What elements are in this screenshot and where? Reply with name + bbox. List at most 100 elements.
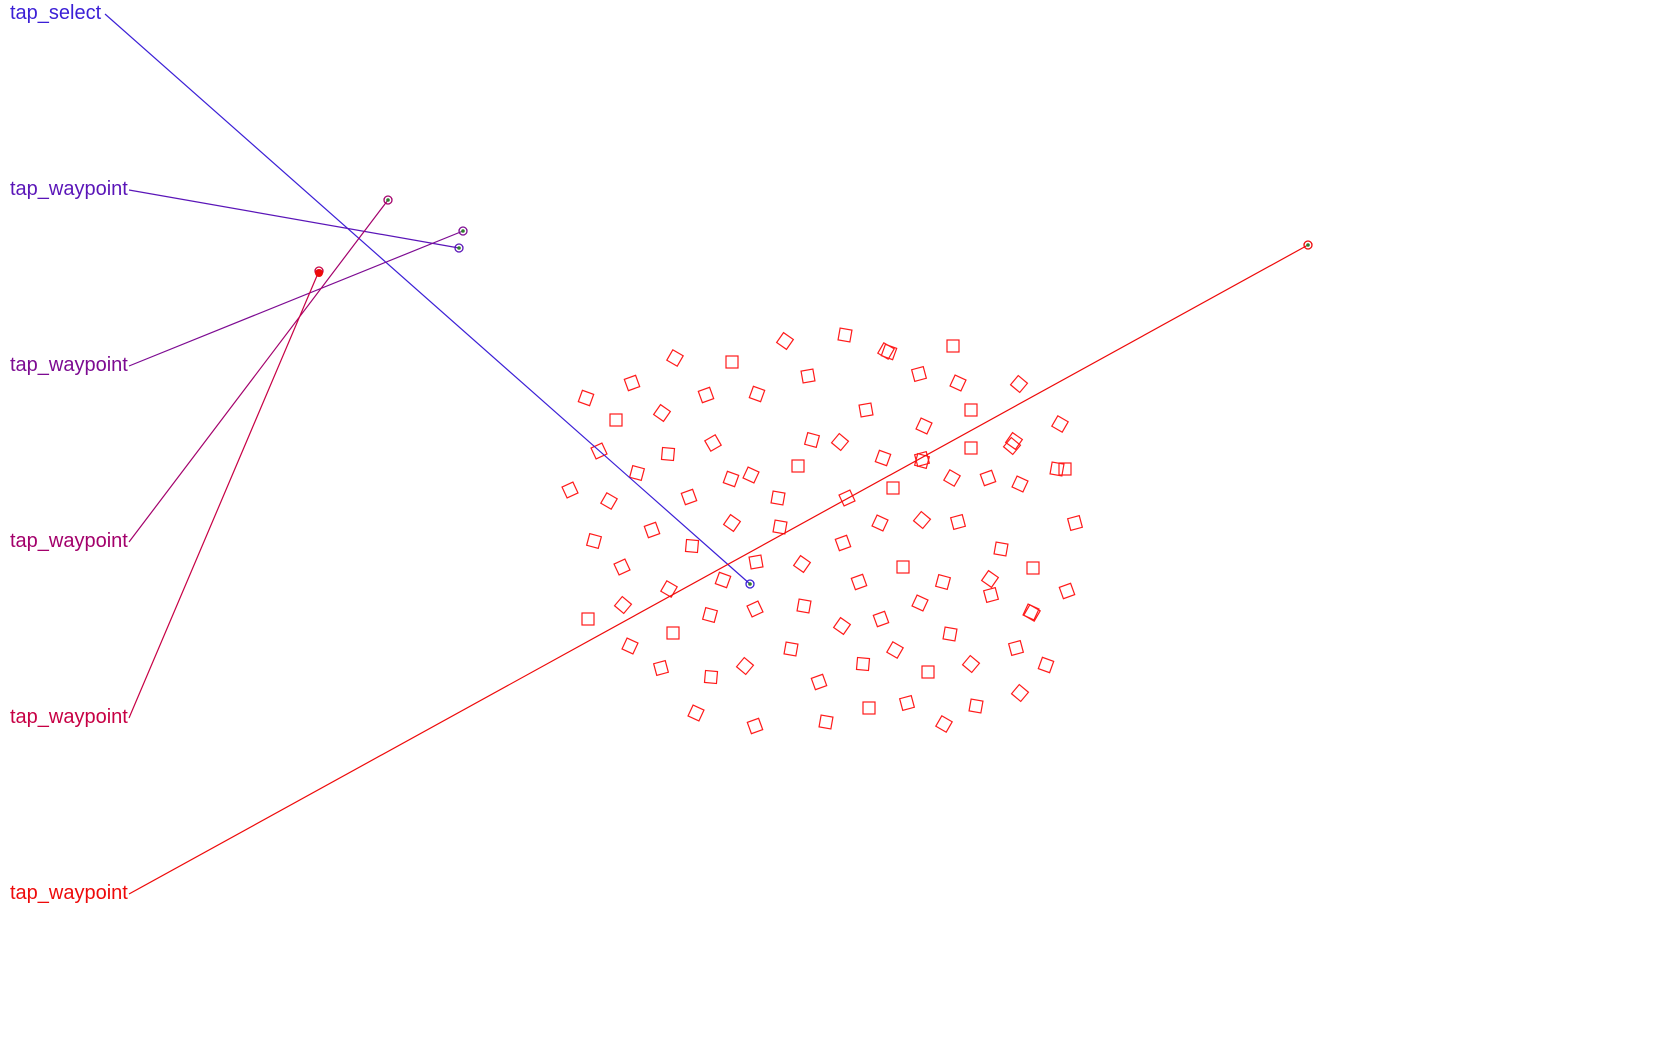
target-square <box>621 637 639 655</box>
trajectory-line <box>128 244 1309 895</box>
target-square <box>659 579 679 599</box>
target-square <box>748 554 764 570</box>
target-square <box>703 669 719 685</box>
tap-point-dot <box>461 229 465 233</box>
target-square <box>1010 683 1030 703</box>
target-square <box>1011 475 1029 493</box>
target-grid <box>561 327 1084 735</box>
action-label-tap-waypoint-1: tap_waypoint <box>10 178 128 200</box>
target-square <box>913 452 931 470</box>
target-square <box>896 560 910 574</box>
target-square <box>803 431 821 449</box>
target-square <box>697 386 715 404</box>
tap-point-dot <box>386 198 390 202</box>
target-square <box>910 365 928 383</box>
target-square <box>665 348 685 368</box>
target-square <box>818 714 834 730</box>
target-square <box>872 610 890 628</box>
target-square <box>770 490 786 506</box>
action-label-tap-waypoint-3: tap_waypoint <box>10 530 128 552</box>
target-square <box>792 554 812 574</box>
target-square <box>1026 561 1040 575</box>
target-square <box>871 514 889 532</box>
target-square <box>796 598 812 614</box>
trajectory-line <box>128 189 460 249</box>
target-square <box>885 640 905 660</box>
target-square <box>1004 431 1024 451</box>
target-square <box>850 573 868 591</box>
target-square <box>735 656 755 676</box>
tap-point-marker <box>383 195 393 205</box>
target-square <box>942 468 962 488</box>
trajectory-line <box>128 199 389 543</box>
target-square <box>628 464 646 482</box>
target-square <box>921 665 935 679</box>
target-square <box>993 541 1009 557</box>
target-square <box>701 606 719 624</box>
target-square <box>666 626 680 640</box>
target-square <box>613 595 633 615</box>
target-square <box>946 339 960 353</box>
target-square <box>643 521 661 539</box>
target-square <box>687 704 705 722</box>
target-square <box>979 469 997 487</box>
target-square <box>577 389 595 407</box>
target-square <box>968 698 984 714</box>
target-square <box>772 519 788 535</box>
tap-point-blob <box>315 269 323 277</box>
target-square <box>915 417 933 435</box>
target-square <box>898 694 916 712</box>
target-square <box>830 432 850 452</box>
action-label-tap-waypoint-2: tap_waypoint <box>10 354 128 376</box>
target-square <box>874 449 892 467</box>
target-square <box>1058 582 1076 600</box>
target-square <box>725 355 739 369</box>
target-square <box>949 374 967 392</box>
target-square <box>982 586 1000 604</box>
target-square <box>964 441 978 455</box>
target-square <box>746 600 764 618</box>
target-square <box>746 717 764 735</box>
action-label-tap-select: tap_select <box>10 2 102 24</box>
target-square <box>613 558 631 576</box>
target-square <box>1037 656 1055 674</box>
target-square <box>980 569 1000 589</box>
target-square <box>714 571 732 589</box>
target-square <box>961 654 981 674</box>
target-square <box>911 594 929 612</box>
target-square <box>561 481 579 499</box>
target-square <box>855 656 871 672</box>
target-square <box>876 341 896 361</box>
target-square <box>1066 514 1084 532</box>
target-square <box>660 446 676 462</box>
target-square <box>680 488 698 506</box>
target-square <box>652 403 672 423</box>
trajectory-line <box>104 13 751 585</box>
target-square <box>783 641 799 657</box>
target-square <box>1022 603 1042 623</box>
trajectory-line <box>128 230 464 367</box>
target-square <box>934 714 954 734</box>
target-square <box>834 534 852 552</box>
target-square <box>652 659 670 677</box>
target-square <box>1002 436 1022 456</box>
action-label-tap-waypoint-4: tap_waypoint <box>10 706 128 728</box>
tap-point-marker <box>745 579 755 589</box>
trajectory-line <box>128 270 320 719</box>
target-square <box>800 368 816 384</box>
target-square <box>623 374 641 392</box>
tap-point-marker <box>1303 240 1313 250</box>
target-square <box>742 466 760 484</box>
target-square <box>722 470 740 488</box>
target-square <box>748 385 766 403</box>
target-square <box>912 510 932 530</box>
target-square <box>775 331 795 351</box>
target-square <box>886 481 900 495</box>
target-square <box>1050 414 1070 434</box>
target-square <box>1049 461 1065 477</box>
target-square <box>949 513 967 531</box>
target-square <box>810 673 828 691</box>
target-square <box>858 402 874 418</box>
tap-point-dot <box>748 582 752 586</box>
